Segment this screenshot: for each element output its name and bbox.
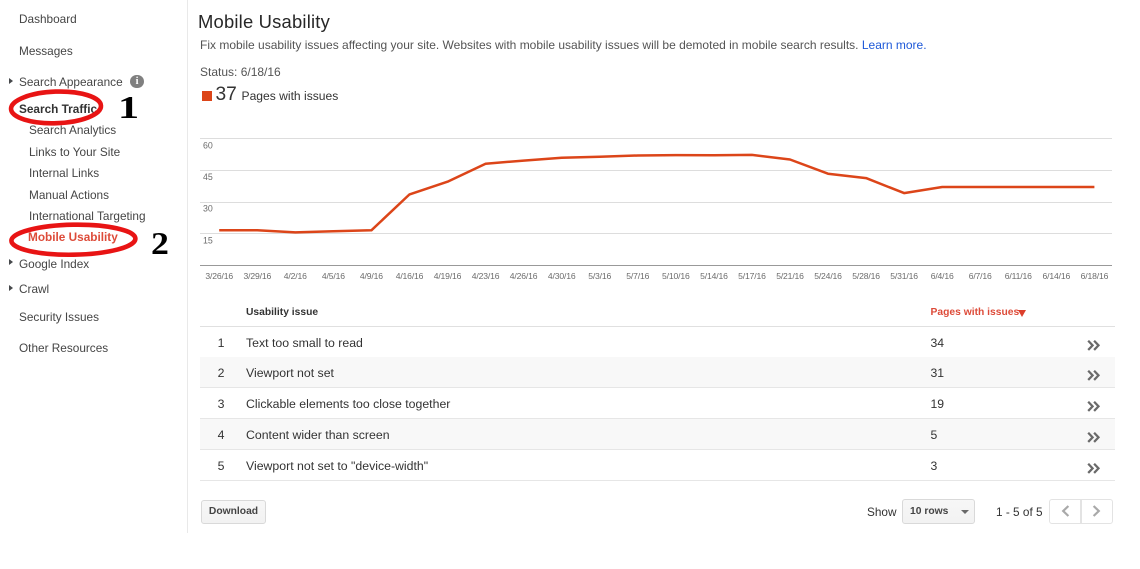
svg-text:5/7/16: 5/7/16 (626, 271, 649, 281)
svg-text:6/4/16: 6/4/16 (931, 271, 954, 281)
svg-text:3/29/16: 3/29/16 (243, 271, 271, 281)
svg-text:5/21/16: 5/21/16 (776, 271, 804, 281)
svg-text:6/14/16: 6/14/16 (1042, 271, 1070, 281)
svg-text:15: 15 (203, 235, 213, 245)
svg-text:6/11/16: 6/11/16 (1005, 271, 1032, 281)
svg-text:4/26/16: 4/26/16 (510, 271, 538, 281)
svg-text:4/16/16: 4/16/16 (396, 271, 424, 281)
svg-text:5/31/16: 5/31/16 (890, 271, 918, 281)
svg-text:6/18/16: 6/18/16 (1081, 271, 1109, 281)
svg-text:5/24/16: 5/24/16 (814, 271, 842, 281)
svg-text:5/10/16: 5/10/16 (662, 271, 690, 281)
svg-text:30: 30 (203, 204, 213, 214)
svg-text:5/3/16: 5/3/16 (588, 271, 611, 281)
svg-text:4/30/16: 4/30/16 (548, 271, 576, 281)
svg-text:4/2/16: 4/2/16 (284, 271, 307, 281)
svg-text:4/9/16: 4/9/16 (360, 271, 383, 281)
svg-text:6/7/16: 6/7/16 (969, 271, 992, 281)
svg-text:60: 60 (203, 140, 213, 150)
svg-text:4/5/16: 4/5/16 (322, 271, 345, 281)
svg-text:4/19/16: 4/19/16 (434, 271, 462, 281)
svg-text:5/14/16: 5/14/16 (700, 271, 728, 281)
svg-text:45: 45 (203, 172, 213, 182)
svg-text:5/17/16: 5/17/16 (738, 271, 766, 281)
svg-text:5/28/16: 5/28/16 (852, 271, 880, 281)
svg-text:3/26/16: 3/26/16 (205, 271, 233, 281)
svg-text:4/23/16: 4/23/16 (472, 271, 500, 281)
